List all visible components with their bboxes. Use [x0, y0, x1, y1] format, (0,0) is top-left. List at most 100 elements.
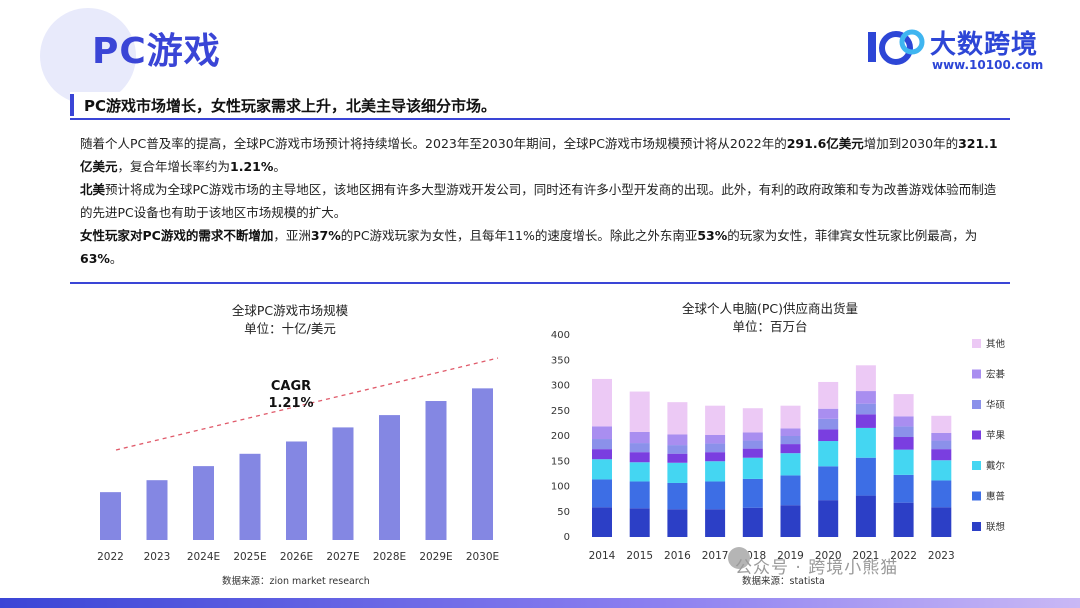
bar-segment-2019 [780, 453, 801, 476]
bar-segment-2016 [667, 462, 688, 483]
bar-2029E [425, 401, 447, 540]
paragraph-market: 随着个人PC普及率的提高，全球PC游戏市场预计将持续增长。2023年至2030年… [80, 132, 1005, 178]
bar-segment-2022 [893, 502, 914, 537]
bar-segment-2014 [592, 507, 612, 537]
left-chart-title-block: 全球PC游戏市场规模 单位：十亿/美元 [180, 302, 400, 338]
legend-label: 其他 [986, 338, 1006, 350]
bar-segment-2023 [931, 449, 952, 461]
bar-2030E [472, 388, 493, 540]
x-tick-label: 2028E [373, 551, 406, 563]
x-tick-label: 2026E [280, 551, 313, 563]
legend-swatch [972, 400, 981, 409]
bar-segment-2021 [855, 414, 876, 428]
bar-segment-2023 [931, 415, 952, 433]
paragraph-north-america: 北美预计将成为全球PC游戏市场的主导地区，该地区拥有许多大型游戏开发公司，同时还… [80, 178, 1005, 224]
bar-segment-2015 [629, 481, 650, 509]
legend-swatch [972, 430, 981, 440]
paragraph-female-players: 女性玩家对PC游戏的需求不断增加，亚洲37%的PC游戏玩家为女性，且每年11%的… [80, 224, 1005, 270]
x-tick-label: 2025E [233, 551, 266, 563]
text-span: 随着个人PC普及率的提高，全球PC游戏市场预计将持续增长。2023年至2030年… [80, 136, 787, 151]
bar-segment-2014 [592, 479, 612, 508]
x-tick-label: 2024E [187, 551, 220, 563]
text-span: 增加到2030年的 [863, 136, 959, 151]
x-tick-label: 2027E [326, 551, 359, 563]
legend-label: 联想 [986, 521, 1006, 533]
bar-segment-2015 [629, 462, 650, 482]
bar-segment-2017 [705, 461, 726, 482]
y-tick-label: 400 [551, 330, 570, 341]
y-tick-label: 50 [557, 507, 570, 518]
y-tick-label: 100 [551, 482, 570, 493]
brand-url[interactable]: www.10100.com [932, 58, 1044, 72]
x-tick-label: 2020 [815, 550, 842, 562]
bar-segment-2021 [855, 495, 876, 537]
logo-mark-icon [868, 29, 925, 65]
bar-segment-2021 [855, 403, 876, 415]
value-asia: 37% [310, 228, 341, 243]
market-size-chart: 2022 2023 2024E 2025E 2026E 2027E 2028E 2029E 20… [97, 357, 499, 563]
bar-segment-2020 [818, 429, 839, 442]
bar-segment-2021 [855, 391, 876, 404]
right-chart-source: 数据来源：statista [742, 576, 825, 587]
bar-segment-2020 [818, 466, 839, 501]
bar-segment-2017 [705, 443, 726, 453]
text-span: 的玩家为女性，菲律宾女性玩家比例最高，为 [727, 228, 978, 243]
bar-segment-2017 [705, 405, 726, 435]
y-tick-label: 350 [551, 355, 570, 366]
legend-label: 苹果 [986, 430, 1006, 442]
region-label: 北美 [80, 182, 106, 197]
left-chart-title: 全球PC游戏市场规模 [231, 303, 349, 318]
bar-segment-2023 [931, 432, 952, 441]
bar-segment-2019 [780, 444, 801, 454]
text-span: 的PC游戏玩家为女性，且每年11%的速度增长。除此之外东南亚 [340, 228, 698, 243]
bar-segment-2023 [931, 460, 952, 481]
bar-segment-2023 [931, 440, 952, 450]
legend-swatch [972, 491, 981, 501]
x-tick-label: 2017 [702, 550, 729, 562]
bar-segment-2017 [705, 481, 726, 510]
bar-segment-2018 [742, 478, 763, 508]
text-span: 预计将成为全球PC游戏市场的主导地区，该地区拥有许多大型游戏开发公司，同时还有许… [80, 182, 997, 220]
x-tick-label: 2022 [97, 551, 124, 563]
x-tick-label: 2015 [626, 550, 653, 562]
bar-segment-2015 [629, 391, 650, 432]
bar-segment-2017 [705, 452, 726, 462]
y-tick-label: 150 [551, 456, 570, 467]
legend-swatch [972, 461, 981, 470]
bar-segment-2016 [667, 445, 688, 454]
bar-segment-2022 [893, 416, 914, 427]
text-span: ，复合年增长率约为 [117, 159, 231, 174]
right-chart-title: 全球个人电脑(PC)供应商出货量 [681, 301, 859, 316]
legend-swatch [972, 339, 981, 348]
y-tick-label: 250 [551, 406, 570, 417]
bar-segment-2015 [629, 508, 650, 537]
bar-segment-2014 [592, 449, 612, 460]
bar-segment-2018 [742, 507, 763, 537]
brand-logo: 大数跨境 www.10100.com [862, 22, 1052, 76]
value-cagr: 1.21% [230, 159, 274, 174]
bar-2023 [146, 480, 168, 540]
x-tick-label: 2019 [777, 550, 804, 562]
bar-segment-2020 [818, 441, 839, 467]
bar-segment-2016 [667, 509, 688, 537]
legend-swatch [972, 369, 981, 379]
emphasis-text: 女性玩家对PC游戏的需求不断增加 [80, 228, 274, 243]
y-tick-label: 300 [551, 381, 570, 392]
x-tick-label: 2023 [928, 550, 955, 562]
y-tick-label: 200 [551, 431, 570, 442]
bar-segment-2022 [893, 394, 914, 417]
bar-segment-2020 [818, 381, 839, 409]
text-span: 。 [109, 251, 123, 266]
bar-segment-2019 [780, 505, 801, 537]
y-tick-label: 0 [564, 532, 570, 543]
text-span: ，亚洲 [273, 228, 311, 243]
right-chart-unit: 单位：百万台 [732, 319, 808, 334]
section-divider [70, 282, 1010, 284]
bar-segment-2020 [818, 408, 839, 419]
bar-segment-2022 [893, 474, 914, 503]
bar-segment-2014 [592, 459, 612, 480]
bar-segment-2020 [818, 500, 839, 537]
bar-2026E [286, 441, 307, 540]
decorative-circle [40, 8, 136, 104]
bar-segment-2014 [592, 378, 612, 427]
